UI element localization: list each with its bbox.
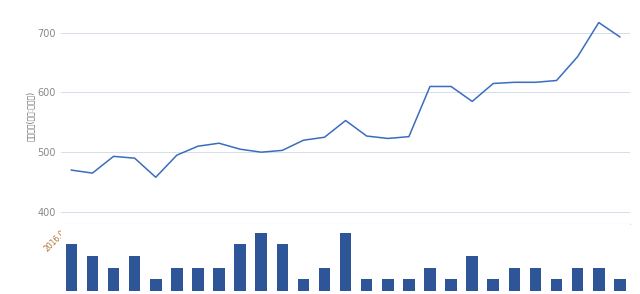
Bar	[276, 244, 288, 291]
Y-axis label: 거래금액(단위:백만원): 거래금액(단위:백만원)	[26, 91, 35, 141]
Bar	[361, 279, 372, 291]
Bar	[593, 268, 605, 291]
Bar	[171, 268, 182, 291]
Bar	[108, 268, 119, 291]
Bar	[298, 279, 309, 291]
Bar	[192, 268, 204, 291]
Bar	[213, 268, 225, 291]
Bar	[572, 268, 584, 291]
Bar	[530, 268, 541, 291]
Bar	[340, 233, 351, 291]
Bar	[424, 268, 436, 291]
Bar	[551, 279, 563, 291]
Bar	[65, 244, 77, 291]
Bar	[445, 279, 457, 291]
Bar	[129, 256, 140, 291]
Bar	[614, 279, 626, 291]
Bar	[488, 279, 499, 291]
Bar	[509, 268, 520, 291]
Bar	[467, 256, 478, 291]
Bar	[403, 279, 415, 291]
Bar	[255, 233, 267, 291]
Bar	[382, 279, 394, 291]
Bar	[150, 279, 161, 291]
Bar	[86, 256, 99, 291]
Bar	[319, 268, 330, 291]
Bar	[234, 244, 246, 291]
